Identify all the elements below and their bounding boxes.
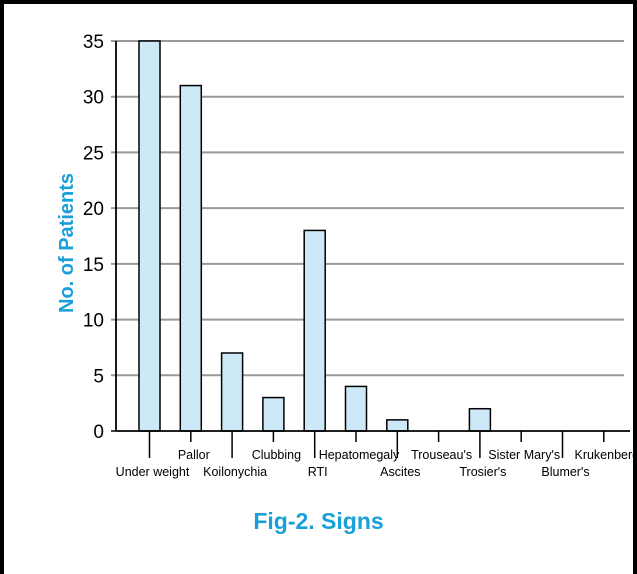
x-tick-label: Pallor: [178, 448, 210, 462]
y-tick-label: 10: [83, 311, 104, 332]
x-tick-label: Hepatomegaly: [319, 448, 400, 462]
x-tick-label: Clubbing: [252, 448, 301, 462]
y-tick-label: 5: [93, 366, 104, 387]
x-tick-label: Trosier's: [459, 465, 506, 479]
x-tick-label: Trouseau's: [411, 448, 472, 462]
x-tick-label: Under weight: [116, 465, 190, 479]
y-axis-label: No. of Patients: [56, 173, 78, 313]
bar-4: [262, 396, 285, 432]
x-tick-label: Sister Mary's: [488, 448, 560, 462]
y-tick-label: 30: [83, 88, 104, 109]
bar-1: [138, 40, 161, 432]
x-tick-labels: Under weight Pallor Koilonychia Clubbing RTI…: [116, 448, 637, 479]
axes: [115, 41, 630, 458]
bar-3: [220, 352, 244, 432]
x-tick-label: Koilonychia: [203, 465, 267, 479]
x-tick-label: RTI: [308, 465, 328, 479]
y-tick-label: 25: [83, 143, 104, 164]
x-tick-label: Blumer's: [541, 465, 589, 479]
bar-5: [303, 229, 326, 432]
x-tick-label: Krukenberg: [574, 448, 637, 462]
bar-9: [468, 407, 492, 432]
y-tick-labels: 0 5 10 15 20 25 30 35: [83, 32, 104, 443]
bars: [138, 40, 492, 432]
y-tick-label: 0: [93, 422, 104, 443]
bar-2: [179, 84, 203, 432]
y-tick-label: 15: [83, 255, 104, 276]
bar-7: [386, 419, 409, 432]
bar-6: [344, 385, 368, 432]
x-tick-label: Ascites: [380, 465, 420, 479]
figure-caption: Fig-2. Signs: [253, 508, 384, 534]
y-tick-label: 20: [83, 199, 104, 220]
y-tick-label: 35: [83, 32, 104, 53]
